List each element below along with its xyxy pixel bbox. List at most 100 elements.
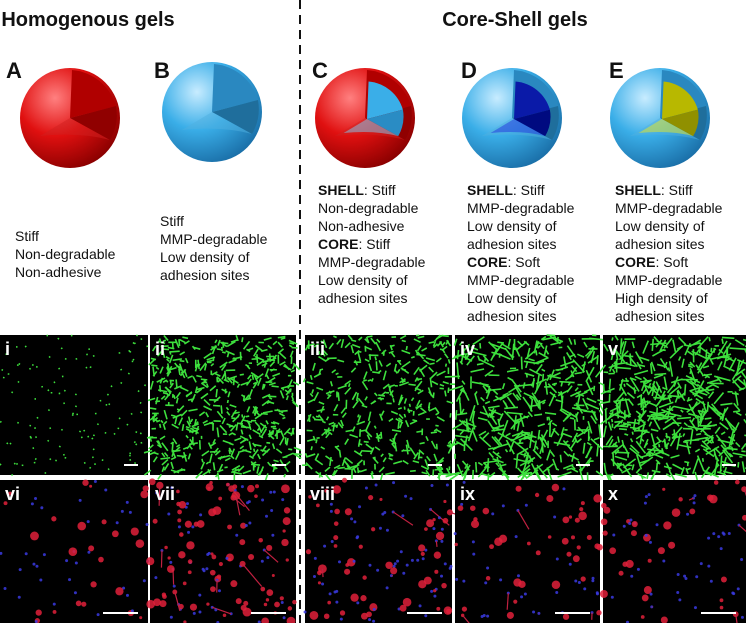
fiber — [150, 357, 157, 361]
fiber — [594, 364, 607, 378]
fiber — [461, 380, 466, 385]
fiber — [264, 368, 270, 377]
fiber — [439, 340, 444, 348]
fiber — [256, 360, 264, 366]
fiber — [174, 385, 182, 390]
cell — [191, 525, 195, 529]
cell — [707, 536, 711, 540]
fiber — [366, 335, 373, 338]
fiber — [690, 401, 699, 412]
cell — [248, 521, 252, 525]
fiber — [170, 441, 174, 445]
fiber — [272, 420, 280, 425]
fiber — [470, 346, 479, 351]
cell — [434, 569, 439, 574]
fiber — [566, 345, 577, 358]
fiber — [649, 451, 662, 458]
fiber — [593, 437, 600, 441]
fiber — [635, 468, 641, 474]
cell — [178, 603, 184, 610]
fiber — [666, 382, 676, 394]
fiber — [491, 435, 501, 446]
fiber — [163, 334, 169, 341]
fiber — [625, 382, 637, 392]
cell — [717, 535, 721, 539]
fiber — [464, 435, 468, 445]
cell — [385, 528, 389, 532]
fiber — [670, 378, 683, 384]
fiber — [413, 452, 419, 460]
cell — [641, 594, 649, 602]
cell — [437, 516, 441, 520]
description-line: : Stiff — [661, 182, 693, 198]
fiber — [413, 366, 420, 376]
cell — [210, 552, 214, 556]
fiber — [139, 432, 142, 435]
cell — [287, 606, 293, 611]
fiber — [170, 461, 174, 470]
cell — [440, 527, 444, 531]
cell — [159, 600, 167, 608]
fiber — [629, 377, 640, 392]
fiber — [214, 372, 221, 377]
image-label: v — [608, 339, 618, 359]
fiber — [480, 396, 485, 402]
fiber — [568, 337, 573, 345]
cell — [404, 494, 408, 498]
fiber — [700, 427, 709, 437]
cell — [432, 527, 436, 531]
fiber — [427, 402, 431, 409]
fiber — [247, 347, 254, 351]
fiber — [260, 449, 269, 453]
fiber — [230, 455, 235, 460]
fiber — [564, 440, 569, 444]
part-label: SHELL — [615, 182, 661, 198]
cell — [360, 595, 367, 602]
fiber — [600, 387, 615, 395]
fiber — [728, 452, 734, 458]
cell — [101, 519, 107, 525]
fiber — [487, 447, 494, 451]
fiber — [650, 428, 659, 432]
fiber — [365, 420, 371, 431]
fiber — [456, 362, 460, 380]
fiber — [350, 345, 355, 354]
cell — [426, 519, 435, 528]
cell — [396, 559, 400, 563]
cell — [712, 532, 716, 536]
cell — [182, 581, 187, 586]
fiber — [492, 389, 499, 396]
cell — [591, 576, 595, 580]
fiber — [382, 383, 390, 390]
fiber — [544, 381, 549, 395]
fiber — [521, 431, 531, 434]
fiber — [195, 425, 200, 435]
fiber — [419, 364, 428, 372]
fiber — [55, 459, 58, 462]
fiber — [651, 338, 655, 351]
fiber — [155, 396, 159, 405]
cell — [618, 570, 624, 576]
fiber — [401, 339, 407, 343]
fiber — [416, 351, 425, 360]
fiber — [605, 435, 613, 446]
fiber — [432, 340, 437, 347]
fiber — [183, 340, 190, 345]
description: MMP-degradable — [615, 272, 723, 288]
cell — [660, 616, 668, 623]
fiber — [290, 395, 295, 401]
fiber — [717, 340, 728, 356]
fiber — [487, 405, 500, 409]
cell — [242, 607, 252, 617]
fiber — [471, 350, 487, 357]
fiber — [29, 435, 32, 438]
image-label: ii — [155, 339, 165, 359]
cell — [30, 531, 39, 541]
fiber — [634, 351, 644, 364]
cell — [482, 507, 490, 515]
fiber — [132, 358, 135, 361]
cell — [205, 567, 209, 571]
fiber — [267, 400, 275, 405]
fiber — [618, 399, 622, 414]
fiber — [261, 445, 267, 453]
